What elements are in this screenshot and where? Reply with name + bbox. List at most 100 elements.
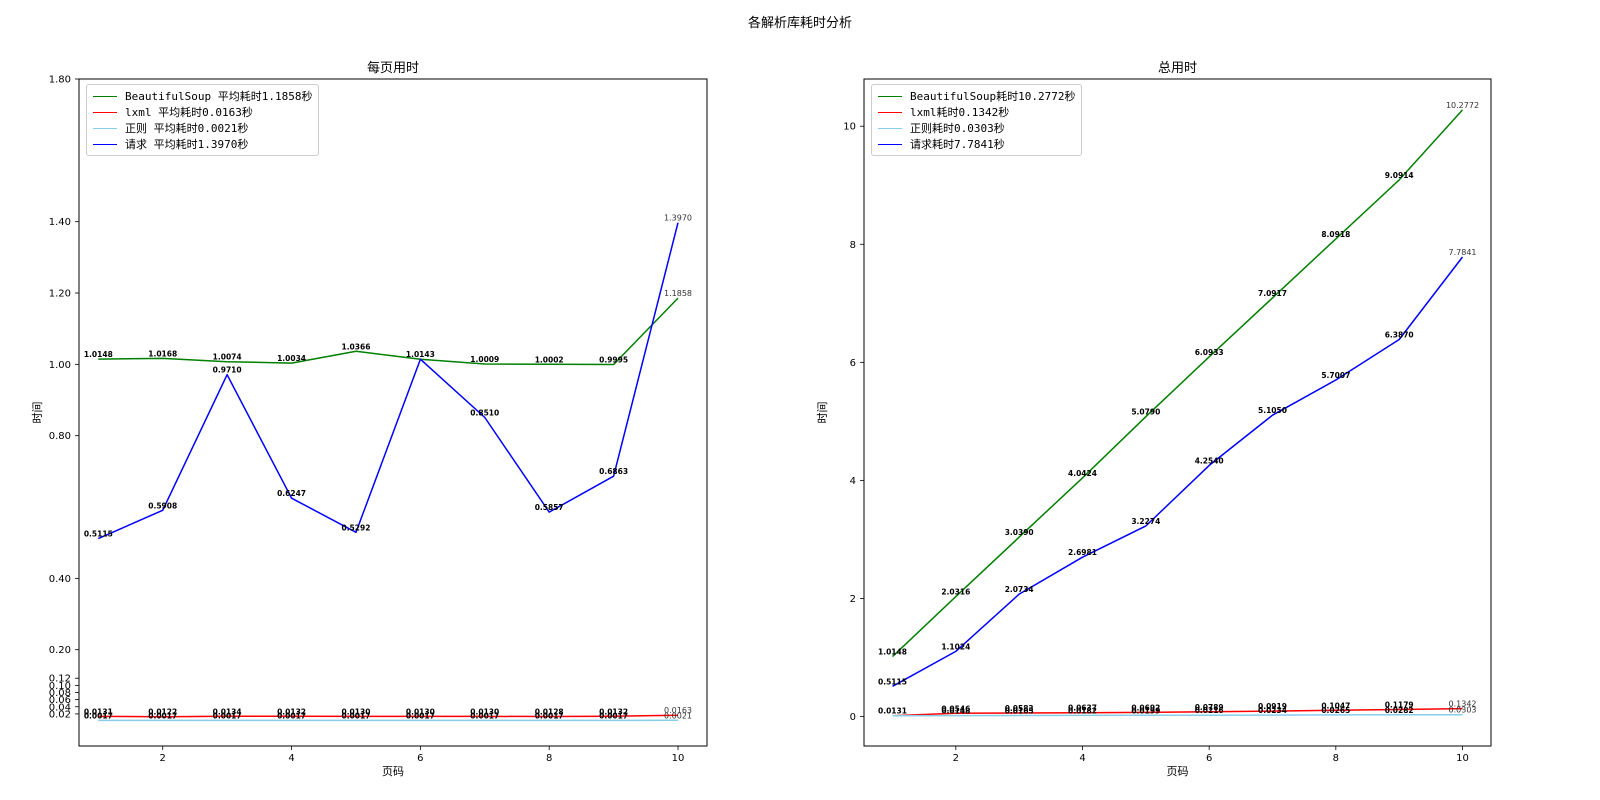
legend-entry: 请求耗时7.7841秒 (878, 136, 1075, 152)
series-line-lxml-0-0163 (98, 714, 679, 718)
data-label: 3.0390 (1005, 528, 1034, 537)
series-line-0-0303 (892, 713, 1463, 717)
legend-label: lxml 平均耗时0.0163秒 (125, 106, 253, 119)
data-label: 0.0017 (470, 711, 499, 720)
legend-swatch (878, 111, 902, 113)
legend-total: BeautifulSoup耗时10.2772秒 lxml耗时0.1342秒 正则耗时… (871, 84, 1083, 156)
data-label: 5.1050 (1258, 406, 1287, 415)
y-tick-label: 1.00 (49, 360, 71, 371)
data-label: 1.0168 (148, 349, 177, 358)
data-label: 1.1858 (664, 289, 692, 298)
chart-title: 每页用时 (367, 60, 419, 76)
data-label: 0.0130 (406, 707, 435, 716)
y-tick-label: 8 (850, 240, 856, 251)
y-tick-label: 1.40 (49, 217, 71, 228)
series-line-beautifulsoup-10-2772 (891, 109, 1464, 658)
data-label: 0.0131 (878, 707, 907, 716)
data-label: 0.0017 (148, 711, 177, 720)
chart-panel-per-page: 每页用时 2 4 6 8 10 0.020.040.060.080.100.12 0.20 0.… (31, 60, 708, 778)
data-label: 4.2540 (1195, 456, 1224, 465)
x-tick-label: 4 (1079, 753, 1085, 764)
chart-panel-total: 总用时 2 4 6 8 10 0 2 4 6 8 10 页码 时间 1.0148 2.0316 3.0390 4.… (816, 61, 1492, 778)
data-label: 1.0366 (341, 342, 370, 351)
legend-entry: lxml耗时0.1342秒 (878, 104, 1075, 120)
data-label: 0.0017 (535, 711, 564, 720)
data-label: 1.0143 (406, 350, 435, 359)
data-label: 8.0918 (1321, 230, 1350, 239)
legend-swatch (93, 111, 117, 113)
data-label: 0.9995 (599, 356, 628, 365)
data-label: 1.3970 (664, 214, 692, 223)
data-label: 0.0122 (148, 708, 177, 717)
y-tick-label: 10 (843, 122, 856, 133)
legend-swatch (93, 127, 117, 129)
data-label: 2.0316 (941, 588, 970, 597)
y-tick-label: 0.04 (49, 702, 71, 713)
data-label: 1.0009 (470, 355, 499, 364)
data-label: 0.0165 (1005, 707, 1034, 716)
series-line-7-7841 (892, 256, 1464, 687)
x-axis-label: 页码 (1167, 765, 1189, 778)
data-label: 0.0130 (470, 707, 499, 716)
y-tick-label: 0.20 (49, 645, 71, 656)
x-tick-label: 8 (1333, 753, 1339, 764)
y-tick-label: 1.20 (49, 289, 71, 300)
legend-label: lxml耗时0.1342秒 (910, 106, 1010, 119)
data-label: 7.0917 (1258, 289, 1287, 298)
data-label: 5.0790 (1131, 408, 1160, 417)
data-label: 0.8510 (470, 408, 499, 417)
legend-swatch (878, 95, 902, 97)
legend-swatch (878, 127, 902, 129)
data-label: 0.0132 (277, 707, 306, 716)
data-label: 0.0131 (84, 707, 113, 716)
data-label: 0.0163 (664, 706, 692, 715)
data-label: 0.0134 (213, 707, 242, 716)
data-label: 0.0546 (941, 704, 970, 713)
data-label: 0.0692 (1131, 703, 1160, 712)
y-tick-label: 0.12 (49, 674, 71, 685)
y-tick-label: 0.06 (49, 695, 71, 706)
data-label: 0.9710 (213, 366, 242, 375)
legend-entry: 正则耗时0.0303秒 (878, 120, 1075, 136)
data-label: 0.0282 (1385, 706, 1414, 715)
data-label: 0.0265 (1321, 706, 1350, 715)
data-label: 0.0132 (599, 707, 628, 716)
data-label: 2.6981 (1068, 548, 1097, 557)
legend-entry: lxml 平均耗时0.0163秒 (93, 104, 312, 120)
legend-entry: 请求 平均耗时1.3970秒 (93, 136, 312, 152)
data-label: 0.0637 (1068, 704, 1097, 713)
data-label: 0.5115 (84, 530, 113, 539)
legend-per-page: BeautifulSoup 平均耗时1.1858秒 lxml 平均耗时0.0163… (86, 84, 320, 156)
y-axis-label: 时间 (31, 402, 44, 424)
legend-entry: 正则 平均耗时0.0021秒 (93, 120, 312, 136)
y-tick-label: 4 (850, 476, 856, 487)
data-label: 1.0034 (277, 354, 306, 363)
data-label: 0.1342 (1449, 700, 1477, 709)
legend-label: 正则耗时0.0303秒 (910, 122, 1005, 135)
data-label: 0.0128 (535, 707, 564, 716)
y-tick-label: 0.10 (49, 681, 71, 692)
data-label: 0.0148 (941, 707, 970, 716)
x-tick-label: 4 (288, 753, 294, 764)
data-label: 7.7841 (1449, 248, 1477, 257)
legend-label: 请求耗时7.7841秒 (910, 138, 1005, 151)
data-label: 2.0734 (1005, 585, 1034, 594)
x-tick-label: 2 (953, 753, 959, 764)
x-tick-label: 2 (160, 753, 166, 764)
data-label: 0.0017 (599, 711, 628, 720)
data-label: 1.0002 (535, 355, 564, 364)
chart-title: 总用时 (1158, 61, 1197, 76)
data-label: 3.2274 (1131, 517, 1160, 526)
legend-entry: BeautifulSoup耗时10.2772秒 (878, 88, 1075, 104)
data-label: 0.0303 (1449, 706, 1477, 715)
data-label: 0.5292 (341, 523, 370, 532)
y-tick-label: 0.40 (49, 574, 71, 585)
y-tick-label: 0.02 (49, 709, 71, 720)
data-label: 1.0148 (84, 350, 113, 359)
x-tick-label: 8 (546, 753, 552, 764)
data-label: 0.0182 (1068, 706, 1097, 715)
y-tick-label: 6 (850, 358, 856, 369)
data-label: 0.5908 (148, 501, 177, 510)
plot-frame (863, 78, 1492, 747)
data-label: 0.1179 (1385, 701, 1414, 710)
